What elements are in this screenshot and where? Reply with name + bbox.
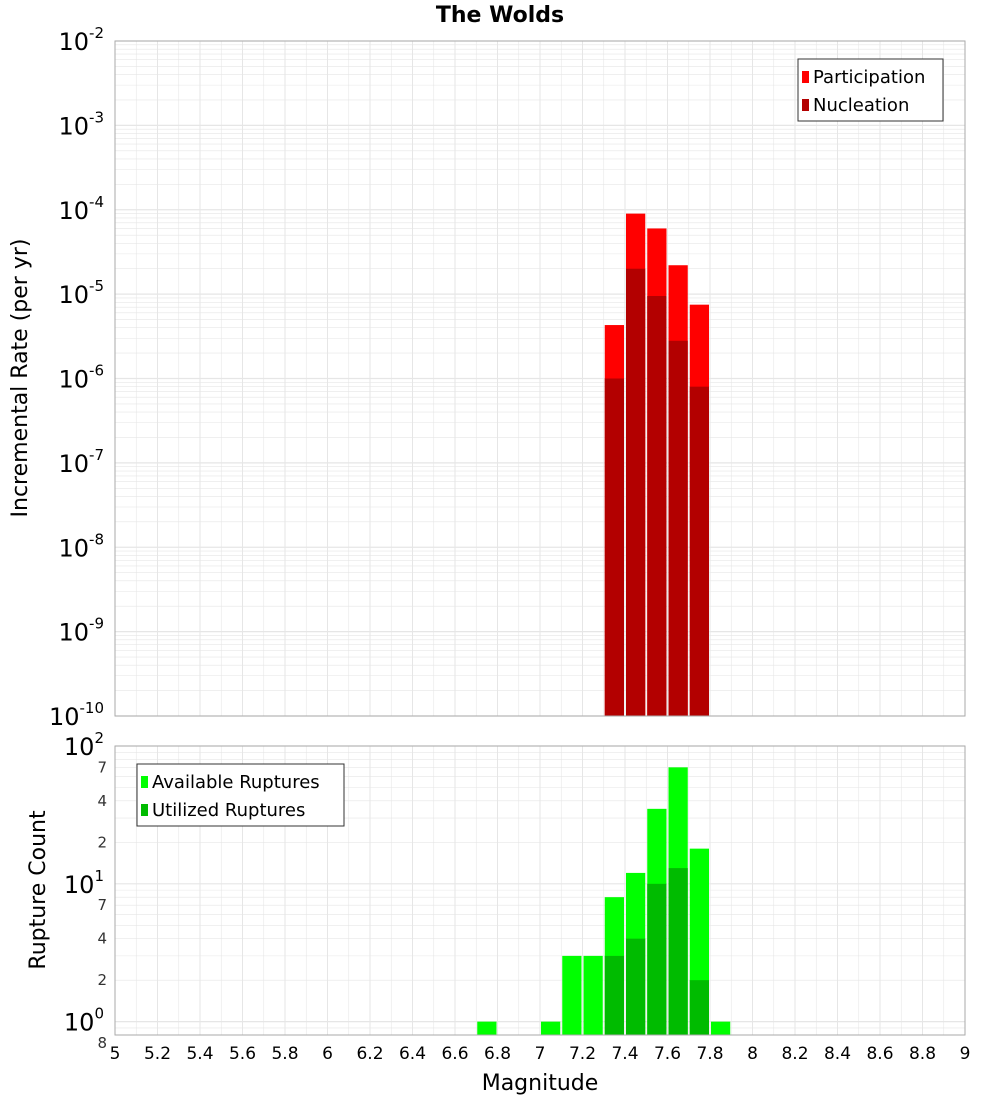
count-y-minor-tick-label: 2 [97,833,107,851]
count-bar [477,1021,497,1035]
count-bar [626,938,646,1035]
x-tick-label: 6 [322,1044,333,1064]
count-legend-label: Utilized Ruptures [152,800,305,821]
rate-bar [626,268,646,716]
x-tick-label: 7 [535,1044,546,1064]
x-axis: 5 5.2 5.4 5.6 5.8 6 6.2 6.4 6.6 6.8 7 7.2 7.4 7.6 7.8 8… [110,1044,971,1064]
rate-legend-swatch [802,71,809,83]
count-y-minor-tick-label: 4 [97,792,107,810]
rate-y-axis-label: Incremental Rate (per yr) [8,239,33,518]
count-y-tick-label: 101 [64,867,104,899]
rate-grid [114,40,966,717]
rate-series-nucleation [604,268,709,716]
x-axis-label: Magnitude [482,1071,599,1096]
count-plot-frame [114,745,966,1036]
rate-y-ticks: 10-10 10-9 10-8 10-7 10-6 10-5 10-4 10-3 10-2 [49,24,104,731]
chart-title: The Wolds [436,3,564,28]
count-legend-swatch [141,804,148,816]
count-bar [647,883,667,1035]
count-legend: Available Ruptures Utilized Ruptures [136,763,345,827]
count-y-tick-label: 102 [64,729,104,761]
count-y-minor-tick-label: 2 [97,971,107,989]
count-legend-box [136,763,345,827]
rate-plot-frame [114,40,966,717]
rate-y-tick-label: 10-10 [49,699,104,731]
count-y-ticks: 100 101 102 8 2 4 7 2 4 7 [64,729,107,1052]
rate-y-tick-label: 10-5 [58,277,104,309]
count-bar [711,1021,731,1035]
x-tick-label: 8.2 [781,1044,808,1064]
count-bar [583,955,603,1035]
count-bar [689,980,709,1035]
count-legend-label: Available Ruptures [152,772,320,793]
rate-bar [647,296,667,716]
rate-y-tick-label: 10-4 [58,193,104,225]
x-tick-label: 7.8 [696,1044,723,1064]
count-y-tick-label: 100 [64,1005,104,1037]
rate-legend-label: Nucleation [813,95,909,116]
x-tick-label: 7.4 [611,1044,638,1064]
count-bar [562,955,582,1035]
x-tick-label: 6.8 [484,1044,511,1064]
x-tick-label: 6.6 [441,1044,468,1064]
count-panel: 100 101 102 8 2 4 7 2 4 7 Available Ruptures Utiliz… [64,729,966,1052]
x-tick-label: 5.8 [271,1044,298,1064]
x-tick-label: 5.6 [229,1044,256,1064]
x-tick-label: 9 [960,1044,971,1064]
rate-bar [689,386,709,716]
rate-y-tick-label: 10-8 [58,530,104,562]
rate-legend: Participation Nucleation [797,58,944,122]
x-tick-label: 8.4 [824,1044,851,1064]
x-tick-label: 6.4 [399,1044,426,1064]
rate-y-tick-label: 10-6 [58,362,104,394]
x-tick-label: 7.6 [654,1044,681,1064]
x-tick-label: 8.6 [866,1044,893,1064]
rate-y-tick-label: 10-7 [58,446,104,478]
rate-bar [668,340,688,716]
x-tick-label: 5.2 [144,1044,171,1064]
x-tick-label: 5.4 [186,1044,213,1064]
rate-legend-swatch [802,99,809,111]
rate-y-tick-label: 10-3 [58,108,104,140]
count-bar [604,955,624,1035]
rate-legend-box [797,58,944,122]
count-y-minor-tick-label: 7 [97,896,107,914]
count-legend-swatch [141,776,148,788]
rate-y-tick-label: 10-2 [58,24,104,56]
count-bar [541,1021,561,1035]
count-y-minor-tick-label: 7 [97,758,107,776]
x-tick-label: 8 [747,1044,758,1064]
count-series-utilized-ruptures [604,868,709,1035]
rate-bar [604,378,624,716]
count-bar [668,868,688,1035]
count-y-minor-tick-label: 4 [97,930,107,948]
rate-y-tick-label: 10-9 [58,615,104,647]
x-tick-label: 5 [110,1044,121,1064]
x-tick-label: 7.2 [569,1044,596,1064]
count-y-axis-label: Rupture Count [26,810,51,970]
rate-panel: 10-10 10-9 10-8 10-7 10-6 10-5 10-4 10-3 10-2 Par… [49,24,966,731]
x-tick-label: 8.8 [909,1044,936,1064]
rate-legend-label: Participation [813,67,925,88]
x-tick-label: 6.2 [356,1044,383,1064]
count-y-minor-tick-label: 8 [97,1034,107,1052]
